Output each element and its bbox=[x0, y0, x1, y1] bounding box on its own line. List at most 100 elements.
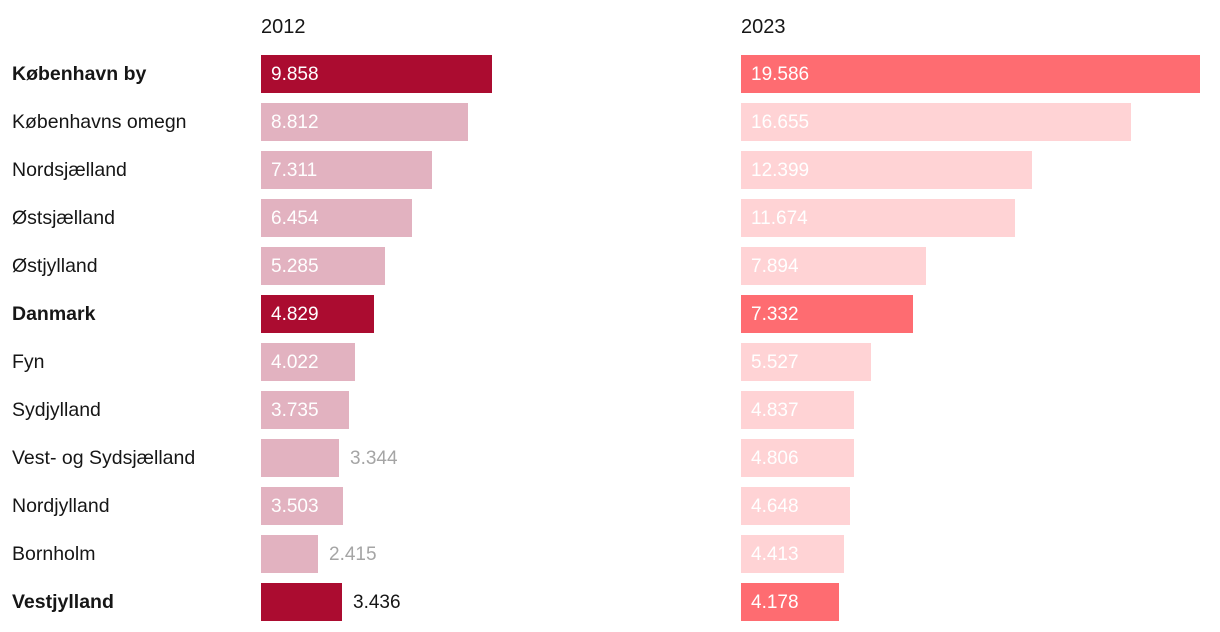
bar-value-2023: 4.648 bbox=[751, 495, 799, 517]
chart-row: Østsjælland 6.454 11.674 bbox=[0, 194, 1220, 242]
bar-value-2023: 7.332 bbox=[751, 303, 799, 325]
bar-2023[interactable]: 5.527 bbox=[741, 343, 871, 381]
region-label: Fyn bbox=[12, 350, 45, 373]
bar-value-2012-outside: 3.436 bbox=[353, 591, 401, 613]
bar-2023[interactable]: 11.674 bbox=[741, 199, 1015, 237]
bar-value-2023: 7.894 bbox=[751, 255, 799, 277]
bar-2012[interactable]: 4.022 bbox=[261, 343, 355, 381]
bar-cell-2023: 19.586 bbox=[741, 55, 1220, 93]
bar-value-2023: 4.413 bbox=[751, 543, 799, 565]
chart-row: Danmark 4.829 7.332 bbox=[0, 290, 1220, 338]
bar-value-2012-outside: 3.344 bbox=[350, 447, 398, 469]
bar-cell-2023: 16.655 bbox=[741, 103, 1220, 141]
column-headers: 2012 2023 bbox=[0, 0, 1220, 50]
bar-cell-2012: 2.415 bbox=[261, 535, 741, 573]
bar-value-2012: 3.735 bbox=[271, 399, 319, 421]
bar-2012[interactable]: 3.735 bbox=[261, 391, 349, 429]
bar-2023[interactable]: 7.894 bbox=[741, 247, 926, 285]
bar-2023[interactable]: 4.413 bbox=[741, 535, 844, 573]
bar-value-2012: 8.812 bbox=[271, 111, 319, 133]
bar-value-2023: 4.806 bbox=[751, 447, 799, 469]
chart-row: Københavns omegn 8.812 16.655 bbox=[0, 98, 1220, 146]
region-label: Sydjylland bbox=[12, 398, 101, 421]
bar-2012[interactable] bbox=[261, 583, 342, 621]
bar-cell-2012: 3.735 bbox=[261, 391, 741, 429]
column-header-2012: 2012 bbox=[261, 16, 306, 38]
region-label: Nordsjælland bbox=[12, 158, 127, 181]
bar-value-2012: 4.829 bbox=[271, 303, 319, 325]
bar-value-2023: 5.527 bbox=[751, 351, 799, 373]
bar-value-2012: 4.022 bbox=[271, 351, 319, 373]
chart-row: København by 9.858 19.586 bbox=[0, 50, 1220, 98]
bar-2012[interactable]: 5.285 bbox=[261, 247, 385, 285]
bar-cell-2012: 3.344 bbox=[261, 439, 741, 477]
chart-row: Bornholm 2.415 4.413 bbox=[0, 530, 1220, 578]
bar-cell-2012: 3.436 bbox=[261, 583, 741, 621]
chart-row: Østjylland 5.285 7.894 bbox=[0, 242, 1220, 290]
region-label: Østjylland bbox=[12, 254, 98, 277]
bar-value-2023: 4.837 bbox=[751, 399, 799, 421]
region-label: Vestjylland bbox=[12, 590, 114, 613]
region-label: Københavns omegn bbox=[12, 110, 187, 133]
bar-value-2023: 19.586 bbox=[751, 63, 810, 85]
bar-value-2012: 7.311 bbox=[271, 159, 318, 181]
bar-cell-2023: 4.178 bbox=[741, 583, 1220, 621]
bar-2012[interactable]: 4.829 bbox=[261, 295, 374, 333]
bar-cell-2023: 4.648 bbox=[741, 487, 1220, 525]
bar-2012[interactable] bbox=[261, 535, 318, 573]
bar-2012[interactable]: 6.454 bbox=[261, 199, 412, 237]
bar-2023[interactable]: 4.178 bbox=[741, 583, 839, 621]
bar-2012[interactable] bbox=[261, 439, 339, 477]
region-label: København by bbox=[12, 62, 147, 85]
chart-row: Fyn 4.022 5.527 bbox=[0, 338, 1220, 386]
bar-2023[interactable]: 12.399 bbox=[741, 151, 1032, 189]
bar-cell-2012: 5.285 bbox=[261, 247, 741, 285]
bar-2012[interactable]: 8.812 bbox=[261, 103, 468, 141]
chart-row: Nordsjælland 7.311 12.399 bbox=[0, 146, 1220, 194]
bar-cell-2012: 3.503 bbox=[261, 487, 741, 525]
bar-value-2012: 5.285 bbox=[271, 255, 319, 277]
bar-2023[interactable]: 7.332 bbox=[741, 295, 913, 333]
bar-value-2023: 16.655 bbox=[751, 111, 810, 133]
bar-cell-2023: 11.674 bbox=[741, 199, 1220, 237]
bar-cell-2023: 7.332 bbox=[741, 295, 1220, 333]
region-label: Bornholm bbox=[12, 542, 96, 565]
bar-2012[interactable]: 9.858 bbox=[261, 55, 492, 93]
bar-2023[interactable]: 19.586 bbox=[741, 55, 1200, 93]
bar-cell-2012: 4.829 bbox=[261, 295, 741, 333]
bar-value-2012: 9.858 bbox=[271, 63, 319, 85]
bar-value-2012: 6.454 bbox=[271, 207, 319, 229]
bar-cell-2012: 7.311 bbox=[261, 151, 741, 189]
bar-cell-2023: 4.413 bbox=[741, 535, 1220, 573]
bar-cell-2012: 6.454 bbox=[261, 199, 741, 237]
bar-cell-2023: 12.399 bbox=[741, 151, 1220, 189]
chart-row: Nordjylland 3.503 4.648 bbox=[0, 482, 1220, 530]
bar-2012[interactable]: 7.311 bbox=[261, 151, 432, 189]
column-header-2023: 2023 bbox=[741, 16, 786, 38]
bar-value-2023: 12.399 bbox=[751, 159, 810, 181]
bar-value-2012-outside: 2.415 bbox=[329, 543, 377, 565]
bar-cell-2012: 4.022 bbox=[261, 343, 741, 381]
chart-row: Vest- og Sydsjælland 3.344 4.806 bbox=[0, 434, 1220, 482]
bar-2023[interactable]: 4.648 bbox=[741, 487, 850, 525]
region-label: Østsjælland bbox=[12, 206, 115, 229]
bar-cell-2012: 8.812 bbox=[261, 103, 741, 141]
bar-value-2023: 11.674 bbox=[751, 207, 808, 229]
bar-cell-2023: 5.527 bbox=[741, 343, 1220, 381]
region-label: Nordjylland bbox=[12, 494, 110, 517]
bar-cell-2023: 4.837 bbox=[741, 391, 1220, 429]
bar-value-2012: 3.503 bbox=[271, 495, 319, 517]
bar-cell-2012: 9.858 bbox=[261, 55, 741, 93]
chart-rows: København by 9.858 19.586 Københavns ome… bbox=[0, 50, 1220, 626]
bar-2023[interactable]: 4.837 bbox=[741, 391, 854, 429]
chart-row: Vestjylland 3.436 4.178 bbox=[0, 578, 1220, 626]
bar-cell-2023: 7.894 bbox=[741, 247, 1220, 285]
region-label: Danmark bbox=[12, 302, 96, 325]
bar-value-2023: 4.178 bbox=[751, 591, 799, 613]
bar-2023[interactable]: 16.655 bbox=[741, 103, 1131, 141]
bar-2012[interactable]: 3.503 bbox=[261, 487, 343, 525]
region-label: Vest- og Sydsjælland bbox=[12, 446, 196, 469]
bar-cell-2023: 4.806 bbox=[741, 439, 1220, 477]
bar-2023[interactable]: 4.806 bbox=[741, 439, 854, 477]
